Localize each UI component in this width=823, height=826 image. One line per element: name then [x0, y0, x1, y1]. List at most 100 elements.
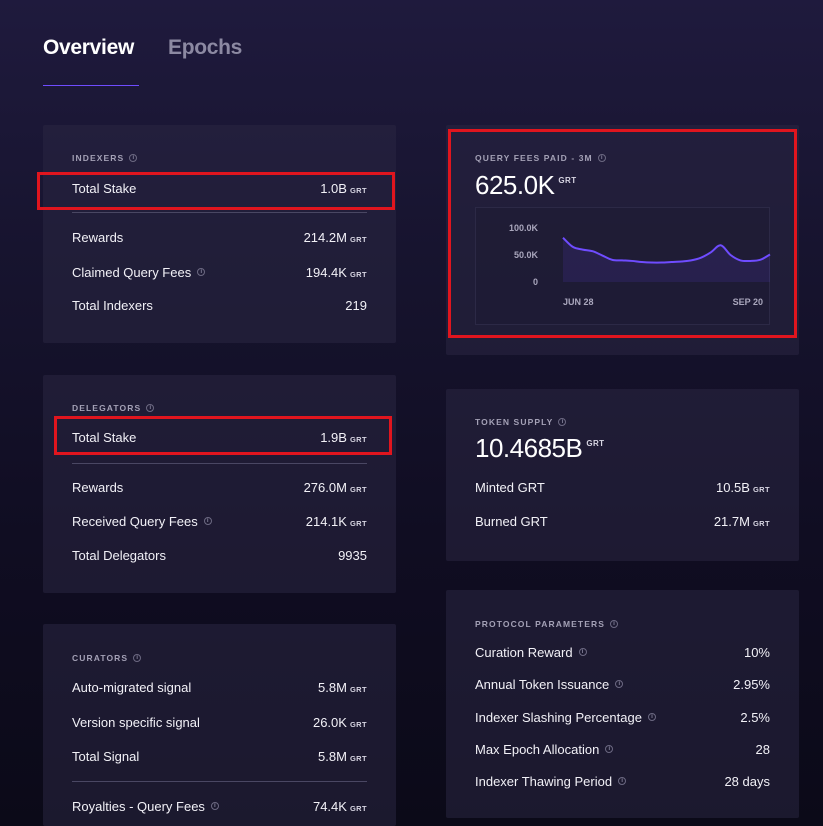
info-icon[interactable]: i [203, 517, 212, 525]
row-unit: GRT [349, 185, 367, 195]
token-supply-card [446, 389, 799, 561]
indexers-total-indexers-row: Total Indexers 219 [72, 296, 367, 314]
row-label: Indexer Slashing Percentage [475, 709, 642, 725]
row-label: Max Epoch Allocation [475, 741, 600, 757]
curators-label: CURATORS i [72, 653, 142, 663]
row-label: Curation Reward [475, 644, 573, 660]
delegators-rewards-row: Rewards 276.0M GRT [72, 478, 367, 496]
row-label: Total Indexers [72, 297, 153, 313]
query-fees-value: 625.0K GRT [475, 170, 577, 200]
delegators-label: DELEGATORS i [72, 403, 155, 413]
info-icon[interactable]: i [647, 713, 656, 721]
row-value: 219 [345, 297, 367, 313]
query-fees-chart: 100.0K 50.0K 0 JUN 28 SEP 20 [475, 207, 771, 325]
tab-epochs[interactable]: Epochs [168, 36, 243, 59]
row-value: 28 days [724, 773, 770, 789]
row-label: Rewards [72, 229, 124, 245]
row-value: 1.9B [320, 429, 347, 445]
info-icon[interactable]: i [605, 745, 614, 753]
row-value: 194.4K [305, 264, 347, 280]
row-value: 9935 [338, 547, 367, 563]
row-label: Total Delegators [72, 547, 166, 563]
row-unit: GRT [752, 484, 770, 494]
divider [72, 212, 367, 213]
row-label: Claimed Query Fees [72, 264, 192, 280]
info-icon[interactable]: i [129, 154, 138, 162]
x-tick-label: JUN 28 [563, 297, 594, 307]
divider [72, 463, 367, 464]
row-label: Royalties - Query Fees [72, 798, 205, 814]
row-unit: GRT [349, 484, 367, 494]
row-unit: GRT [349, 269, 367, 279]
row-label: Annual Token Issuance [475, 676, 610, 692]
row-unit: GRT [349, 719, 367, 729]
info-icon[interactable]: i [610, 620, 618, 628]
info-icon[interactable]: i [578, 648, 587, 656]
delegators-total-stake-row: Total Stake 1.9B GRT [72, 428, 367, 446]
delegators-total-delegators-row: Total Delegators 9935 [72, 546, 367, 564]
y-tick-label: 100.0K [509, 223, 539, 233]
row-value: 10% [743, 644, 770, 660]
y-tick-label: 50.0K [514, 250, 539, 260]
row-unit: GRT [349, 518, 367, 528]
indexers-total-stake-row: Total Stake 1.0B GRT [72, 179, 367, 197]
row-value: 74.4K [312, 798, 347, 814]
row-unit: GRT [752, 518, 770, 528]
row-label: Total Stake [72, 429, 137, 445]
indexers-label: INDEXERS i [72, 153, 138, 163]
row-value: 10.5B [715, 479, 750, 495]
curators-card [43, 624, 396, 826]
query-fees-chart-svg: 100.0K 50.0K 0 JUN 28 SEP 20 [509, 223, 771, 307]
row-unit: GRT [349, 434, 367, 444]
row-value: 214.1K [305, 513, 347, 529]
info-icon[interactable]: i [558, 418, 567, 426]
info-icon[interactable]: i [597, 154, 606, 162]
delegators-card [43, 375, 396, 593]
info-icon[interactable]: i [618, 777, 627, 785]
row-value: 2.95% [733, 676, 770, 692]
indexer-thawing-period-row: Indexer Thawing Period i 28 days [475, 772, 770, 790]
indexer-slashing-percentage-row: Indexer Slashing Percentage i 2.5% [475, 708, 770, 726]
info-icon[interactable]: i [615, 680, 624, 688]
area-fill [563, 237, 770, 282]
row-value: 1.0B [320, 180, 347, 196]
curators-total-signal-row: Total Signal 5.8M GRT [72, 747, 367, 765]
info-icon[interactable]: i [146, 404, 155, 412]
row-label: Rewards [72, 479, 124, 495]
curation-reward-row: Curation Reward i 10% [475, 643, 770, 661]
info-icon[interactable]: i [133, 654, 142, 662]
protocol-parameters-label: PROTOCOL PARAMETERS i [475, 619, 618, 629]
token-supply-value: 10.4685B GRT [475, 433, 605, 463]
delegators-received-query-fees-row: Received Query Fees i 214.1K GRT [72, 512, 367, 530]
info-icon[interactable]: i [197, 268, 206, 276]
row-value: 5.8M [318, 748, 347, 764]
row-unit: GRT [349, 803, 367, 813]
row-label: Burned GRT [475, 513, 548, 529]
row-value: 276.0M [303, 479, 347, 495]
row-label: Version specific signal [72, 714, 200, 730]
row-value: 26.0K [312, 714, 347, 730]
query-fees-label: QUERY FEES PAID - 3M i [475, 153, 606, 163]
row-unit: GRT [349, 684, 367, 694]
row-value: 21.7M [713, 513, 750, 529]
row-label: Total Stake [72, 180, 137, 196]
token-supply-label: TOKEN SUPPLY i [475, 417, 567, 427]
y-tick-label: 0 [533, 277, 538, 287]
row-label: Total Signal [72, 748, 140, 764]
tab-overview[interactable]: Overview [43, 36, 134, 59]
annual-token-issuance-row: Annual Token Issuance i 2.95% [475, 675, 770, 693]
curators-royalties-row: Royalties - Query Fees i 74.4K GRT [72, 797, 367, 815]
divider [72, 781, 367, 782]
row-label: Minted GRT [475, 479, 545, 495]
active-tab-indicator [43, 85, 139, 86]
series-line [562, 236, 771, 264]
info-icon[interactable]: i [210, 802, 219, 810]
burned-grt-row: Burned GRT 21.7M GRT [475, 512, 770, 530]
row-value: 214.2M [303, 229, 347, 245]
row-value: 2.5% [740, 709, 770, 725]
row-label: Indexer Thawing Period [475, 773, 613, 789]
indexers-rewards-row: Rewards 214.2M GRT [72, 228, 367, 246]
row-label: Auto-migrated signal [72, 679, 192, 695]
indexers-claimed-query-fees-row: Claimed Query Fees i 194.4K GRT [72, 263, 367, 281]
max-epoch-allocation-row: Max Epoch Allocation i 28 [475, 740, 770, 758]
